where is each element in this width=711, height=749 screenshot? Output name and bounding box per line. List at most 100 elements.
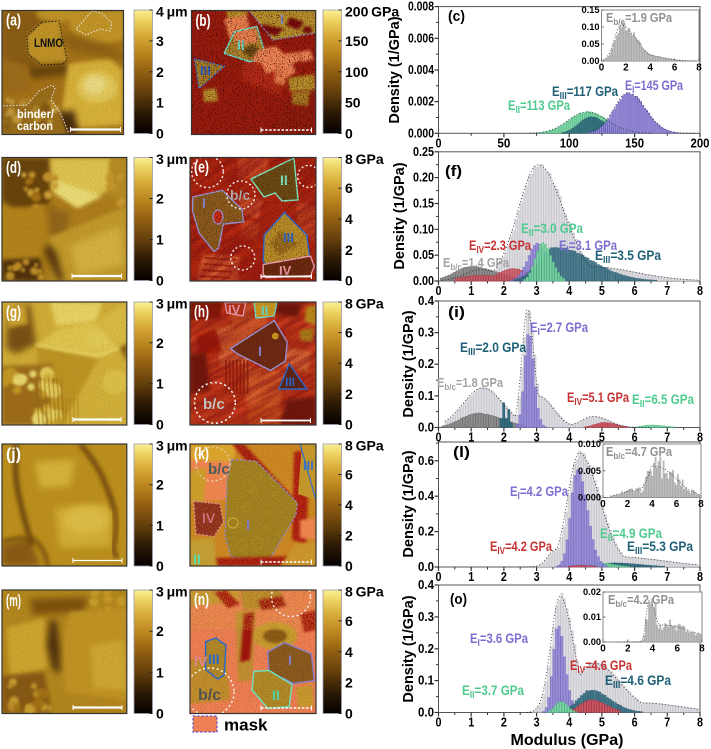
svg-text:Density (1/GPa): Density (1/GPa) [401,310,417,417]
svg-text:4: 4 [345,355,353,371]
svg-text:0: 0 [436,430,442,445]
svg-text:1: 1 [156,664,164,680]
svg-text:EIII=4.6 GPa: EIII=4.6 GPa [605,673,671,691]
svg-text:EIII=5.3 GPa: EIII=5.3 GPa [627,539,693,557]
svg-text:3 μm: 3 μm [156,296,188,312]
svg-text:50: 50 [497,135,510,150]
svg-text:0.2: 0.2 [418,641,434,656]
svg-text:2: 2 [156,64,164,80]
svg-text:(c): (c) [448,8,465,25]
svg-text:2: 2 [501,430,507,445]
svg-text:3 μm: 3 μm [156,151,188,167]
svg-text:6: 6 [674,499,680,510]
svg-text:8 GPa: 8 GPa [345,151,384,167]
svg-text:0.1: 0.1 [418,388,434,403]
svg-text:7: 7 [664,430,670,445]
svg-text:0.0: 0.0 [418,559,434,574]
svg-text:(l): (l) [453,444,470,461]
svg-text:8: 8 [697,430,703,445]
svg-text:2: 2 [501,715,507,730]
svg-text:0.02: 0.02 [583,587,601,598]
svg-text:EIV=2.3 GPa: EIV=2.3 GPa [469,238,531,256]
svg-text:(e): (e) [194,159,209,177]
svg-text:0: 0 [156,273,164,289]
svg-text:3: 3 [534,283,540,298]
svg-text:2: 2 [345,386,353,402]
svg-text:1: 1 [156,376,164,392]
svg-text:0: 0 [345,417,353,433]
svg-text:2: 2 [625,644,631,655]
svg-text:EI=4.2 GPa: EI=4.2 GPa [510,484,568,502]
svg-text:150: 150 [345,33,369,49]
svg-text:4: 4 [566,430,573,445]
svg-text:EIII=2.0 GPa: EIII=2.0 GPa [460,340,526,358]
svg-text:0.10: 0.10 [413,221,434,236]
svg-text:EII=3.7 GPa: EII=3.7 GPa [462,683,524,701]
svg-text:8 GPa: 8 GPa [345,584,384,600]
svg-text:0.15: 0.15 [582,5,601,16]
svg-text:0: 0 [436,715,442,730]
svg-text:EI=2.7 GPa: EI=2.7 GPa [530,320,588,338]
svg-text:2: 2 [345,528,353,544]
svg-text:4: 4 [647,63,653,74]
svg-text:50: 50 [345,95,361,111]
svg-text:5: 5 [599,715,605,730]
svg-text:6: 6 [345,180,353,196]
svg-text:0.4: 0.4 [418,488,435,503]
svg-text:6: 6 [632,283,638,298]
svg-text:8: 8 [698,499,704,510]
svg-text:EIV=5.1 GPa: EIV=5.1 GPa [567,390,629,408]
svg-text:EII=6.5 GPa: EII=6.5 GPa [632,392,694,410]
svg-text:(m): (m) [6,592,21,610]
svg-text:7: 7 [664,283,670,298]
svg-text:Eb/c=1.8 GPa: Eb/c=1.8 GPa [437,376,504,392]
svg-text:0: 0 [156,126,164,142]
svg-text:2: 2 [156,335,164,351]
svg-text:0: 0 [156,417,164,433]
svg-text:4: 4 [566,283,573,298]
svg-text:0: 0 [156,558,164,574]
svg-text:2: 2 [345,242,353,258]
svg-text:6: 6 [345,325,353,341]
svg-text:0: 0 [345,706,353,722]
svg-text:4: 4 [345,644,353,660]
svg-text:EII=3.0 GPa: EII=3.0 GPa [521,221,583,239]
svg-text:0: 0 [436,569,442,584]
svg-text:0.25: 0.25 [413,144,434,159]
svg-text:0.10: 0.10 [582,22,600,33]
svg-text:100: 100 [345,64,369,80]
svg-text:0: 0 [345,273,353,289]
svg-text:0: 0 [345,558,353,574]
svg-text:0: 0 [156,706,164,722]
svg-text:3: 3 [534,569,540,584]
svg-text:8 GPa: 8 GPa [345,438,384,454]
svg-text:0.6: 0.6 [418,453,434,468]
svg-text:4: 4 [345,211,353,227]
svg-text:6: 6 [632,430,638,445]
svg-text:0.0: 0.0 [418,705,434,720]
svg-text:0: 0 [436,135,442,150]
svg-text:6: 6 [632,569,638,584]
svg-text:2: 2 [625,499,631,510]
svg-text:(h): (h) [194,303,209,321]
svg-text:4: 4 [566,715,573,730]
svg-text:EIII=3.5 GPa: EIII=3.5 GPa [595,248,661,266]
svg-text:0: 0 [600,644,606,655]
svg-text:1: 1 [468,430,474,445]
svg-text:2: 2 [345,675,353,691]
svg-text:0.2: 0.2 [418,524,434,539]
svg-text:0.004: 0.004 [408,62,435,77]
svg-text:EIV=4.6 GPa: EIV=4.6 GPa [570,658,632,676]
svg-text:0: 0 [600,499,606,510]
svg-text:0.01: 0.01 [583,612,602,623]
svg-text:2: 2 [501,283,507,298]
svg-text:2: 2 [623,63,629,74]
svg-text:2: 2 [501,569,507,584]
svg-text:8: 8 [696,63,702,74]
svg-text:200: 200 [691,135,710,150]
svg-text:0: 0 [599,63,605,74]
svg-text:8: 8 [697,715,703,730]
svg-text:0.005: 0.005 [578,466,602,477]
svg-text:4: 4 [345,497,353,513]
svg-text:3: 3 [534,715,540,730]
